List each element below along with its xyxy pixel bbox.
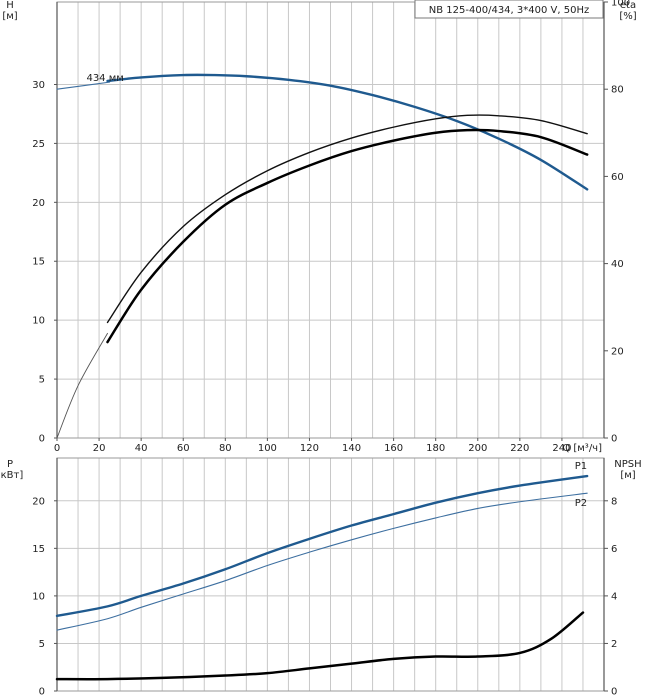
- x-axis-label: Q [м³/ч]: [562, 443, 602, 454]
- curve-top-0: [56, 81, 111, 90]
- y-axis-unit: [кВт]: [0, 470, 23, 481]
- y-tick-label: 10: [32, 316, 45, 327]
- y2-axis-unit: [м]: [620, 470, 635, 481]
- curve-p2: [56, 492, 588, 631]
- y2-tick-label: 40: [611, 259, 624, 270]
- curve-p1: [55, 474, 589, 618]
- y2-tick-label: 4: [611, 591, 617, 602]
- y2-tick-label: 2: [611, 639, 617, 650]
- x-tick-label: 80: [219, 443, 232, 454]
- y-axis-label: H: [6, 0, 14, 11]
- y2-axis-label: NPSH: [614, 459, 641, 470]
- curve-bottom-2: [55, 611, 585, 681]
- y-tick-label: 5: [39, 639, 45, 650]
- curves-layer: [55, 73, 589, 681]
- y-tick-label: 20: [32, 198, 45, 209]
- y-tick-label: 20: [32, 496, 45, 507]
- y-axis-unit: [м]: [2, 11, 17, 22]
- x-tick-label: 60: [177, 443, 190, 454]
- x-tick-label: 240: [552, 443, 571, 454]
- y2-tick-label: 20: [611, 346, 624, 357]
- curve-annotation-434mm: 434 мм: [86, 73, 123, 84]
- curve-top-3: [106, 114, 588, 324]
- x-tick-label: 40: [135, 443, 148, 454]
- x-tick-label: 100: [258, 443, 277, 454]
- y2-tick-label: 0: [611, 687, 617, 698]
- x-tick-label: 0: [54, 443, 60, 454]
- x-tick-label: 200: [468, 443, 487, 454]
- y2-axis-unit: [%]: [619, 11, 636, 22]
- y2-tick-label: 80: [611, 85, 624, 96]
- x-tick-label: 160: [384, 443, 403, 454]
- curve-top-4: [106, 128, 589, 344]
- grid-layer: [54, 1, 608, 692]
- curve-top-2: [56, 332, 108, 439]
- x-tick-label: 120: [300, 443, 319, 454]
- y2-tick-label: 6: [611, 544, 617, 555]
- y-tick-label: 30: [32, 80, 45, 91]
- y-tick-label: 0: [39, 687, 45, 698]
- y2-tick-label: 100: [611, 0, 630, 9]
- y-tick-label: 10: [32, 591, 45, 602]
- series-label-p2: P2: [575, 498, 587, 509]
- x-tick-label: 140: [342, 443, 361, 454]
- x-tick-label: 180: [426, 443, 445, 454]
- y2-axis-label: eta: [620, 0, 636, 11]
- y-tick-label: 25: [32, 139, 45, 150]
- x-tick-label: 20: [93, 443, 106, 454]
- y2-tick-label: 0: [611, 434, 617, 445]
- y-tick-label: 5: [39, 375, 45, 386]
- y-tick-label: 15: [32, 544, 45, 555]
- y2-tick-label: 8: [611, 496, 617, 507]
- curve-top-1: [106, 73, 589, 191]
- y-tick-label: 0: [39, 434, 45, 445]
- title-box: [414, 0, 604, 19]
- y-tick-label: 15: [32, 257, 45, 268]
- series-label-p1: P1: [575, 461, 587, 472]
- x-tick-label: 220: [510, 443, 529, 454]
- y-axis-label: P: [7, 459, 13, 470]
- y2-tick-label: 60: [611, 172, 624, 183]
- chart-title: NB 125-400/434, 3*400 V, 50Hz: [429, 5, 589, 16]
